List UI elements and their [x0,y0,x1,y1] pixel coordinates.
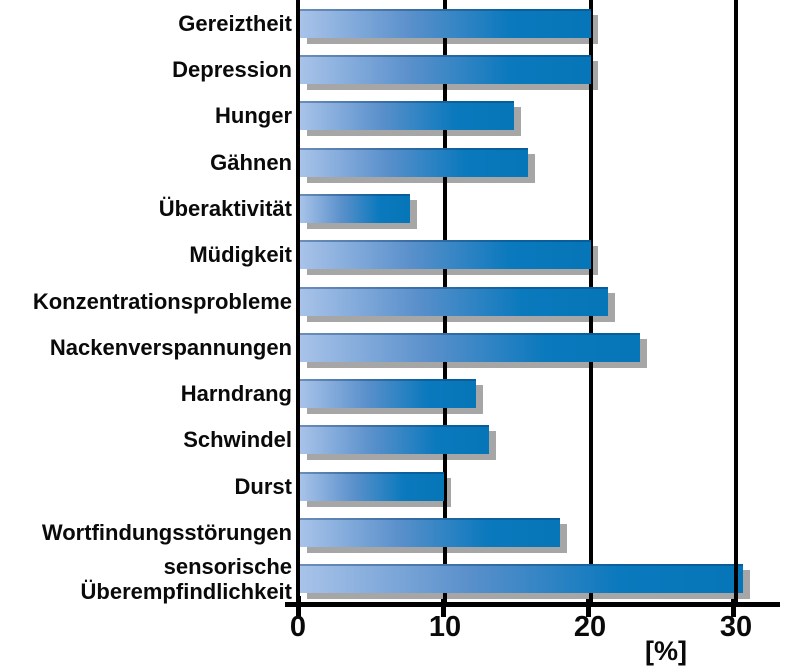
x-tick-label-30: 30 [719,611,753,643]
chart-row: Depression [0,46,785,92]
category-label: Depression [172,56,292,82]
x-tick-label-20: 20 [573,611,607,643]
chart-row: Gähnen [0,139,785,185]
x-axis-line [285,602,780,607]
category-label: Schwindel [183,427,292,453]
chart-row: sensorische Überempfindlichkeit [0,553,785,604]
chart-row: Durst [0,463,785,509]
chart-row: Konzentrationsprobleme [0,278,785,324]
bar [300,8,591,38]
tick-10 [441,596,446,617]
bar-track [300,332,785,368]
category-label: Durst [234,473,292,499]
bar [300,332,640,362]
category-label: Konzentrationsprobleme [32,288,292,314]
category-label: Hunger [215,103,292,129]
tick-20 [586,596,591,617]
y-axis-line [296,0,300,602]
bar [300,240,591,270]
bar [300,518,561,548]
category-label: sensorische Überempfindlichkeit [80,553,292,604]
chart-row: Schwindel [0,417,785,463]
chart-row: Harndrang [0,371,785,417]
chart-row: Wortfindungsstörungen [0,509,785,555]
bar [300,425,489,455]
bar-track [300,286,785,322]
tick-0 [296,596,301,617]
x-axis-unit-label: [%] [645,636,687,666]
bar-track [300,54,785,90]
bar-track [300,518,785,554]
bar [300,193,411,223]
bar [300,471,444,501]
chart-row: Hunger [0,93,785,139]
bar [300,54,591,84]
bar-rows: Gereiztheit Depression Hunger Gähnen Überakt… [0,0,785,604]
x-axis: 0 10 20 30 [%] [0,596,785,668]
bar-track [300,240,785,276]
category-label: Müdigkeit [189,242,292,268]
bar [300,564,744,594]
chart-row: Nackenverspannungen [0,324,785,370]
category-label: Harndrang [180,381,292,407]
gridline-30 [734,0,738,602]
bar [300,286,608,316]
bar [300,101,514,131]
bar-track [300,147,785,183]
bar-track [300,379,785,415]
bar-track [300,471,785,507]
category-label: Gähnen [210,149,292,175]
category-label: Gereiztheit [178,10,292,36]
bar-track [300,193,785,229]
category-label: Wortfindungsstörungen [41,520,292,546]
x-tick-label-0: 0 [289,611,307,643]
bar-track [300,564,785,600]
chart-row: Müdigkeit [0,232,785,278]
bar [300,379,476,409]
tick-30 [731,596,736,617]
bar [300,147,529,177]
category-label: Überaktivität [158,195,292,221]
x-tick-label-10: 10 [428,611,462,643]
bar-track [300,425,785,461]
category-label: Nackenverspannungen [49,334,292,360]
chart-row: Überaktivität [0,185,785,231]
bar-track [300,101,785,137]
chart-row: Gereiztheit [0,0,785,46]
bar-track [300,8,785,44]
